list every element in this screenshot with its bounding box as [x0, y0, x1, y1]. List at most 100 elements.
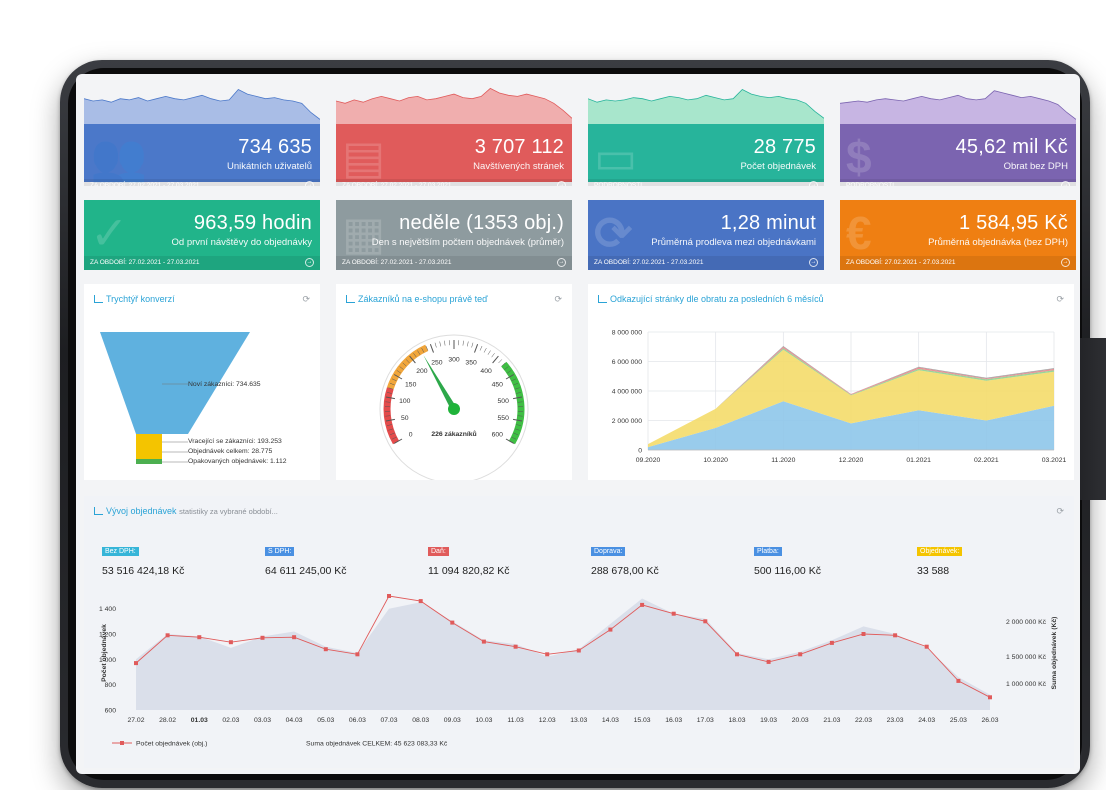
funnel-segment-orders	[136, 459, 162, 464]
orders-point[interactable]	[893, 633, 898, 638]
orders-point[interactable]	[355, 652, 360, 657]
orders-point[interactable]	[292, 635, 297, 640]
orders-point[interactable]	[671, 611, 676, 616]
x-tick-label: 02.03	[222, 717, 239, 724]
sparkline-chart	[840, 90, 1076, 124]
orders-point[interactable]	[576, 648, 581, 653]
referrers-panel: Odkazující stránky dle obratu za posledn…	[588, 284, 1074, 480]
tile-footer[interactable]: ZA OBDOBÍ: 27.02.2021 - 27.03.2021 →	[84, 256, 320, 270]
orders-point[interactable]	[608, 627, 613, 632]
stat-tile: € 1 584,95 Kč Průměrná objednávka (bez D…	[840, 200, 1076, 270]
sparkline-chart	[588, 89, 824, 124]
tile-footer[interactable]: ZA OBDOBÍ: 27.02.2021 - 27.03.2021 →	[336, 179, 572, 186]
y-axis-title: Počet objednávek	[101, 624, 108, 682]
orders-point[interactable]	[260, 635, 265, 640]
gauge-tick-label: 350	[465, 360, 477, 367]
gauge-tick-label: 550	[498, 415, 510, 422]
dollar-icon: $	[846, 131, 872, 183]
tile-footer[interactable]: ZA OBDOBÍ: 27.02.2021 - 27.03.2021 →	[336, 256, 572, 270]
orders-point[interactable]	[861, 632, 866, 636]
tile-footer[interactable]: PODROBNOSTI →	[588, 179, 824, 186]
orders-point[interactable]	[450, 620, 455, 625]
orders-point[interactable]	[924, 644, 929, 649]
refresh-icon[interactable]: ⟳	[1056, 506, 1064, 516]
gauge-tick	[517, 401, 523, 403]
orders-point[interactable]	[481, 639, 486, 644]
tile-value: 1,28 minut	[720, 212, 816, 234]
tile-label: Obrat bez DPH	[1003, 161, 1068, 172]
tile-value: 1 584,95 Kč	[959, 212, 1068, 234]
orders-point[interactable]	[165, 633, 170, 638]
area-series	[648, 349, 1054, 448]
kpi-badge: Bez DPH:	[102, 547, 139, 556]
tile-value: 963,59 hodin	[193, 212, 312, 234]
orders-point[interactable]	[798, 652, 803, 657]
refresh-icon: ⟳	[594, 207, 633, 259]
refresh-icon[interactable]: ⟳	[1056, 294, 1064, 304]
arrow-right-icon[interactable]: →	[809, 258, 818, 267]
gauge-tick-label: 50	[401, 415, 409, 422]
tile-footer[interactable]: ZA OBDOBÍ: 27.02.2021 - 27.03.2021 →	[588, 256, 824, 270]
arrow-right-icon[interactable]: →	[1061, 181, 1070, 186]
orders-point[interactable]	[134, 661, 138, 666]
document-icon: ▤	[342, 131, 386, 183]
orders-point[interactable]	[956, 678, 961, 683]
arrow-right-icon[interactable]: →	[557, 181, 566, 186]
x-tick-label: 25.03	[950, 717, 967, 724]
gauge-tick-label: 150	[405, 382, 417, 389]
orders-point[interactable]	[766, 659, 771, 664]
tile-body: 👥 734 635 Unikátních uživatelů ZA OBDOBÍ…	[84, 124, 320, 186]
funnel-segment-new	[100, 332, 250, 434]
gauge-tick	[483, 347, 487, 353]
orders-point[interactable]	[197, 635, 202, 640]
arrow-right-icon[interactable]: →	[305, 258, 314, 267]
orders-point[interactable]	[545, 652, 550, 657]
y2-tick-label: 2 000 000 Kč	[1006, 619, 1047, 626]
tile-footer-text: ZA OBDOBÍ: 27.02.2021 - 27.03.2021	[846, 259, 956, 266]
tile-footer[interactable]: ZA OBDOBÍ: 27.02.2021 - 27.03.2021 →	[840, 256, 1076, 270]
y-tick-label: 800	[105, 682, 117, 689]
x-tick-label: 19.03	[760, 717, 777, 724]
y2-tick-label: 1 500 000 Kč	[1006, 654, 1047, 661]
orders-point[interactable]	[640, 602, 645, 607]
arrow-right-icon[interactable]: →	[305, 181, 314, 186]
gauge-tick	[429, 344, 434, 353]
orders-point[interactable]	[387, 594, 391, 598]
arrow-right-icon[interactable]: →	[1061, 258, 1070, 267]
y2-axis-title: Suma objednávek (Kč)	[1051, 617, 1058, 690]
tile-value: 45,62 mil Kč	[955, 136, 1068, 158]
orders-point[interactable]	[829, 640, 834, 645]
x-tick-label: 01.03	[191, 717, 208, 724]
orders-point[interactable]	[513, 644, 518, 649]
tile-footer[interactable]: ZA OBDOBÍ: 27.02.2021 - 27.03.2021 →	[84, 179, 320, 186]
sparkline-line	[336, 87, 572, 119]
orders-point[interactable]	[988, 695, 992, 700]
gauge-tick	[517, 415, 523, 417]
orders-point[interactable]	[418, 599, 423, 604]
orders-point[interactable]	[703, 619, 708, 624]
x-tick-label: 14.03	[602, 717, 619, 724]
tile-value: 734 635	[238, 136, 312, 158]
orders-point[interactable]	[323, 647, 328, 652]
gauge-tick	[396, 370, 402, 374]
gauge-tick	[514, 428, 520, 431]
orders-point[interactable]	[735, 652, 739, 657]
gauge-tick	[385, 401, 391, 403]
tile-footer-text: PODROBNOSTI	[846, 182, 895, 186]
refresh-icon[interactable]: ⟳	[554, 294, 562, 304]
legend-series-label[interactable]: Počet objednávek (obj.)	[136, 741, 207, 748]
tile-footer[interactable]: PODROBNOSTI →	[840, 179, 1076, 186]
arrow-right-icon[interactable]: →	[809, 181, 818, 186]
x-tick-label: 23.03	[887, 717, 904, 724]
tile-footer-text: ZA OBDOBÍ: 27.02.2021 - 27.03.2021	[342, 259, 452, 266]
arrow-right-icon[interactable]: →	[557, 258, 566, 267]
funnel-label-returning: Vracející se zákazníci: 193.253	[188, 438, 282, 445]
y-tick-label: 2 000 000	[612, 418, 642, 425]
stat-tile: ⟳ 1,28 minut Průměrná prodleva mezi obje…	[588, 200, 824, 270]
orders-point[interactable]	[228, 640, 233, 645]
referrers-title: Odkazující stránky dle obratu za posledn…	[598, 294, 824, 304]
x-tick-label: 21.03	[823, 717, 840, 724]
refresh-icon[interactable]: ⟳	[302, 294, 310, 304]
checkmark-icon: ✓	[90, 207, 129, 259]
stat-tile: ✓ 963,59 hodin Od první návštěvy do obje…	[84, 200, 320, 270]
